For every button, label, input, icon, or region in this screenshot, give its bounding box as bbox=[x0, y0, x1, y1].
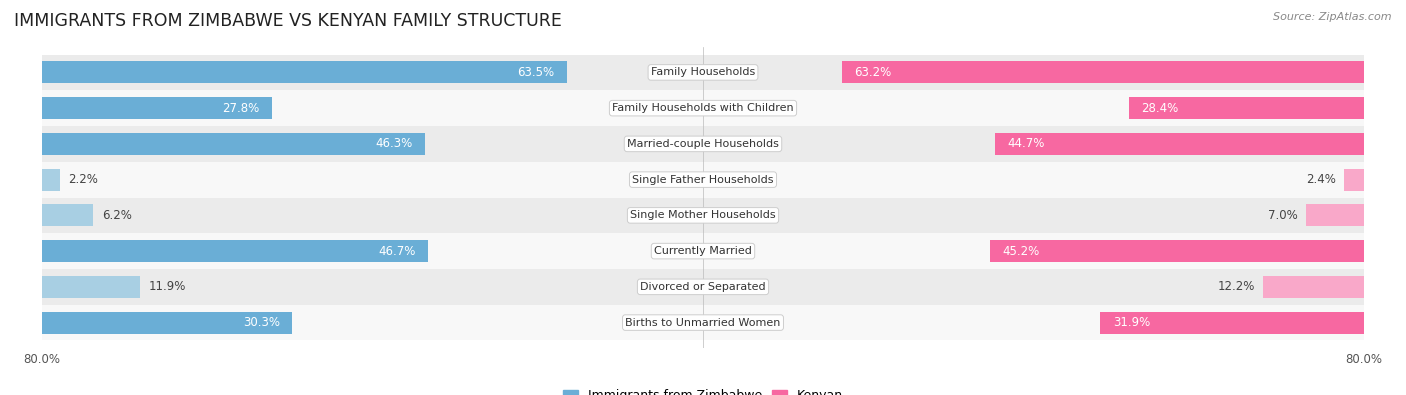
Text: 46.7%: 46.7% bbox=[378, 245, 416, 258]
Bar bbox=[1306, 204, 1364, 226]
Bar bbox=[42, 126, 1364, 162]
Text: 6.2%: 6.2% bbox=[101, 209, 132, 222]
Text: 2.4%: 2.4% bbox=[1306, 173, 1336, 186]
Text: 2.2%: 2.2% bbox=[69, 173, 98, 186]
Text: 30.3%: 30.3% bbox=[243, 316, 280, 329]
Text: Family Households: Family Households bbox=[651, 68, 755, 77]
Text: 63.2%: 63.2% bbox=[855, 66, 891, 79]
Text: IMMIGRANTS FROM ZIMBABWE VS KENYAN FAMILY STRUCTURE: IMMIGRANTS FROM ZIMBABWE VS KENYAN FAMIL… bbox=[14, 12, 562, 30]
Bar bbox=[42, 133, 425, 155]
Text: 46.3%: 46.3% bbox=[375, 137, 412, 150]
Bar bbox=[1344, 169, 1364, 191]
Text: 63.5%: 63.5% bbox=[517, 66, 554, 79]
Bar bbox=[1129, 97, 1364, 119]
Text: Family Households with Children: Family Households with Children bbox=[612, 103, 794, 113]
Bar bbox=[842, 61, 1364, 83]
Text: Divorced or Separated: Divorced or Separated bbox=[640, 282, 766, 292]
Text: 27.8%: 27.8% bbox=[222, 102, 260, 115]
Bar bbox=[42, 61, 567, 83]
Bar bbox=[994, 133, 1364, 155]
Bar bbox=[42, 198, 1364, 233]
Bar bbox=[42, 169, 60, 191]
Bar bbox=[42, 269, 1364, 305]
Bar bbox=[1101, 312, 1364, 334]
Text: Single Father Households: Single Father Households bbox=[633, 175, 773, 184]
Bar bbox=[42, 233, 1364, 269]
Bar bbox=[42, 204, 93, 226]
Bar bbox=[42, 55, 1364, 90]
Bar bbox=[42, 240, 427, 262]
Text: 7.0%: 7.0% bbox=[1268, 209, 1298, 222]
Text: Married-couple Households: Married-couple Households bbox=[627, 139, 779, 149]
Text: 44.7%: 44.7% bbox=[1007, 137, 1045, 150]
Text: 28.4%: 28.4% bbox=[1142, 102, 1178, 115]
Bar bbox=[42, 305, 1364, 340]
Legend: Immigrants from Zimbabwe, Kenyan: Immigrants from Zimbabwe, Kenyan bbox=[558, 384, 848, 395]
Bar bbox=[42, 97, 271, 119]
Text: 12.2%: 12.2% bbox=[1218, 280, 1254, 293]
Text: Single Mother Households: Single Mother Households bbox=[630, 211, 776, 220]
Text: 11.9%: 11.9% bbox=[149, 280, 186, 293]
Bar bbox=[990, 240, 1364, 262]
Text: 31.9%: 31.9% bbox=[1112, 316, 1150, 329]
Text: Births to Unmarried Women: Births to Unmarried Women bbox=[626, 318, 780, 327]
Text: Source: ZipAtlas.com: Source: ZipAtlas.com bbox=[1274, 12, 1392, 22]
Bar bbox=[42, 162, 1364, 198]
Text: Currently Married: Currently Married bbox=[654, 246, 752, 256]
Bar bbox=[42, 312, 292, 334]
Text: 45.2%: 45.2% bbox=[1002, 245, 1040, 258]
Bar bbox=[42, 276, 141, 298]
Bar bbox=[42, 90, 1364, 126]
Bar bbox=[1263, 276, 1364, 298]
